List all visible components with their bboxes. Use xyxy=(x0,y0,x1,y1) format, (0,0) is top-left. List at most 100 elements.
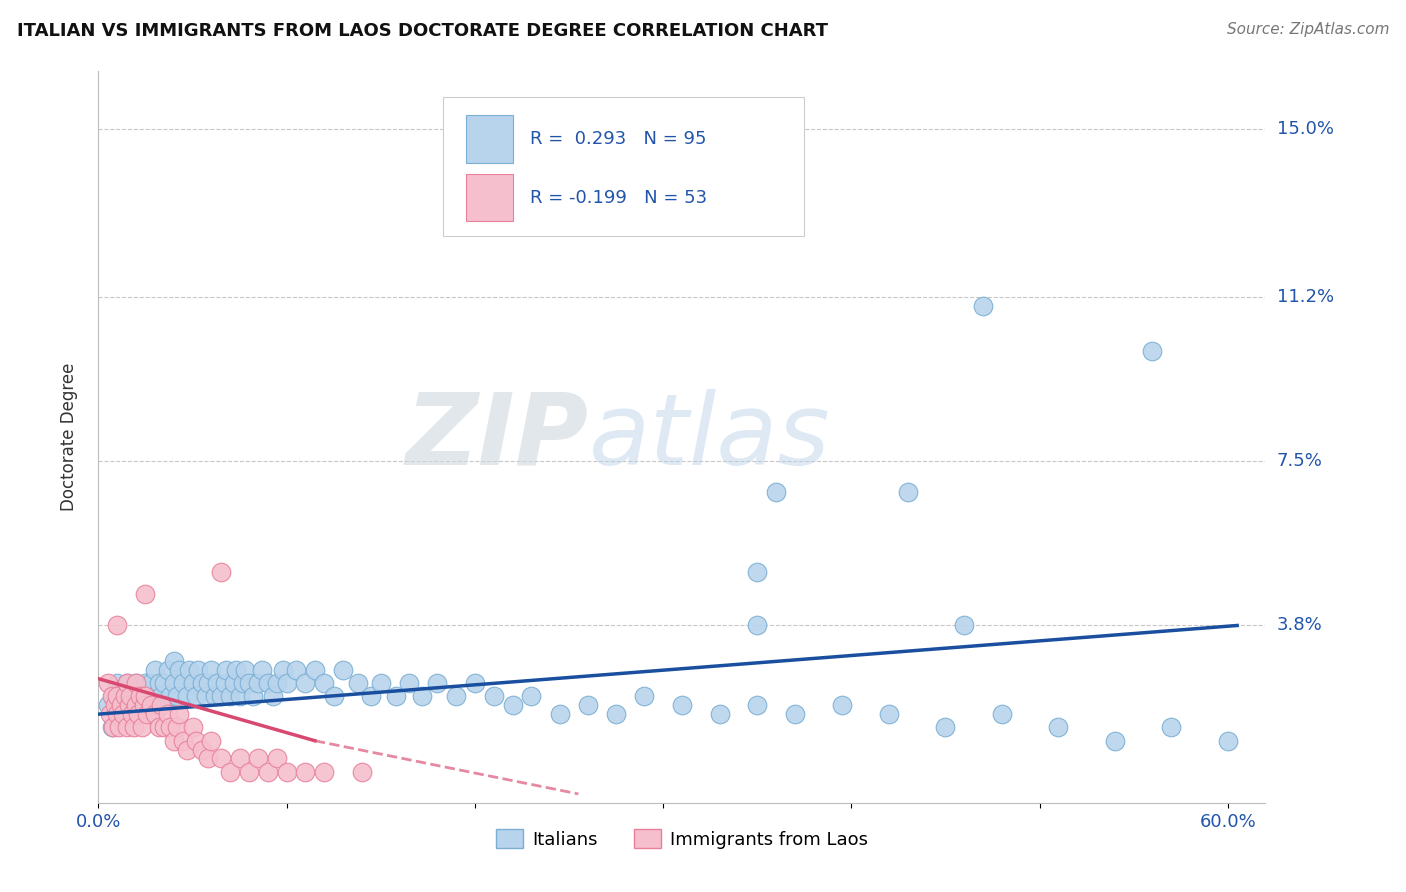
Point xyxy=(953,618,976,632)
Point xyxy=(314,676,336,690)
Point xyxy=(187,663,209,677)
Point xyxy=(350,764,373,779)
Point xyxy=(576,698,599,713)
Point xyxy=(209,566,232,580)
Point xyxy=(127,707,149,722)
Point xyxy=(138,698,160,713)
Point xyxy=(159,690,181,704)
Text: atlas: atlas xyxy=(589,389,830,485)
Point xyxy=(125,676,148,690)
Point xyxy=(115,676,138,690)
Point xyxy=(121,707,143,722)
Point xyxy=(1216,733,1239,747)
Point xyxy=(747,618,769,632)
FancyBboxPatch shape xyxy=(465,115,513,163)
Point xyxy=(105,618,128,632)
Point xyxy=(100,690,122,704)
Point xyxy=(131,721,153,735)
Point xyxy=(709,707,731,722)
Point xyxy=(153,676,176,690)
Point xyxy=(464,676,486,690)
Point xyxy=(200,733,222,747)
Point xyxy=(219,764,242,779)
Point xyxy=(209,690,232,704)
Point xyxy=(111,690,134,704)
Point xyxy=(222,676,245,690)
Point xyxy=(215,663,238,677)
Point xyxy=(134,587,156,601)
Point xyxy=(263,690,285,704)
Point xyxy=(169,707,191,722)
Point xyxy=(242,690,264,704)
Point xyxy=(128,690,150,704)
Point xyxy=(266,751,288,765)
Point xyxy=(411,690,433,704)
Point xyxy=(228,690,250,704)
Point xyxy=(114,690,136,704)
Point xyxy=(294,764,316,779)
Point xyxy=(285,663,308,677)
Point xyxy=(444,690,467,704)
Point xyxy=(347,676,370,690)
Point xyxy=(103,721,125,735)
Point xyxy=(225,663,247,677)
Point xyxy=(105,690,128,704)
Point xyxy=(134,690,156,704)
Point xyxy=(934,721,956,735)
Point xyxy=(332,663,354,677)
Point xyxy=(548,707,571,722)
Point xyxy=(831,698,853,713)
Point xyxy=(103,690,125,704)
Text: 11.2%: 11.2% xyxy=(1277,288,1334,307)
Point xyxy=(149,698,172,713)
Point xyxy=(125,676,148,690)
Point xyxy=(134,676,156,690)
Point xyxy=(247,676,270,690)
Point xyxy=(709,188,731,202)
Point xyxy=(115,707,138,722)
Point xyxy=(276,764,298,779)
Point xyxy=(98,707,121,722)
Point xyxy=(256,764,278,779)
Point xyxy=(148,676,170,690)
Point xyxy=(605,707,627,722)
Point xyxy=(117,698,139,713)
Point xyxy=(671,698,693,713)
Point xyxy=(205,676,228,690)
Point xyxy=(172,676,194,690)
Point xyxy=(991,707,1014,722)
Point xyxy=(247,751,270,765)
Point xyxy=(166,690,188,704)
Text: ITALIAN VS IMMIGRANTS FROM LAOS DOCTORATE DEGREE CORRELATION CHART: ITALIAN VS IMMIGRANTS FROM LAOS DOCTORAT… xyxy=(17,22,828,40)
Point xyxy=(115,721,138,735)
Text: 3.8%: 3.8% xyxy=(1277,616,1322,634)
Point xyxy=(159,721,181,735)
Point xyxy=(120,698,142,713)
Point xyxy=(163,676,186,690)
Point xyxy=(100,721,122,735)
Point xyxy=(143,690,166,704)
Point xyxy=(177,663,200,677)
Point xyxy=(120,690,142,704)
Point xyxy=(97,676,120,690)
Point xyxy=(233,663,256,677)
Point xyxy=(149,690,172,704)
Point xyxy=(1104,733,1126,747)
Point xyxy=(105,707,128,722)
Point xyxy=(200,663,222,677)
Point xyxy=(1160,721,1182,735)
Text: Source: ZipAtlas.com: Source: ZipAtlas.com xyxy=(1226,22,1389,37)
Point xyxy=(294,676,316,690)
Point xyxy=(157,707,180,722)
Point xyxy=(197,751,219,765)
Point xyxy=(482,690,505,704)
Point xyxy=(238,676,260,690)
Point xyxy=(633,690,655,704)
Point xyxy=(186,733,208,747)
Point xyxy=(176,742,198,756)
Point xyxy=(191,676,214,690)
Point xyxy=(110,698,132,713)
Point xyxy=(136,707,159,722)
Point xyxy=(426,676,449,690)
Point xyxy=(219,690,242,704)
